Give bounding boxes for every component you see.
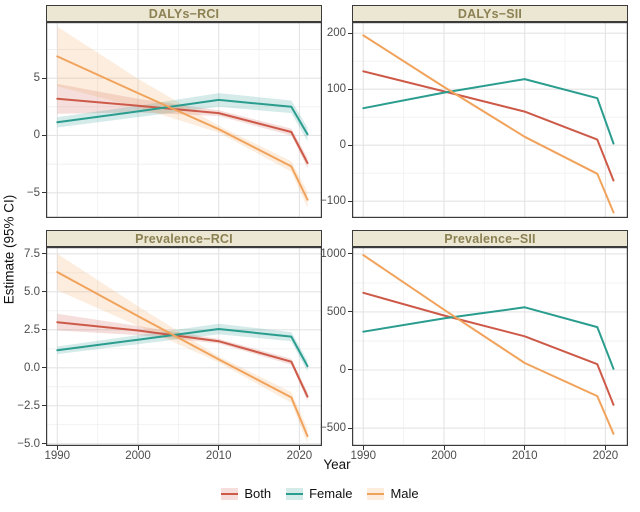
x-tick-mark — [362, 446, 364, 450]
x-axis-title: Year — [323, 457, 351, 472]
line-swatch-icon — [286, 487, 304, 500]
legend-item-male: Male — [367, 486, 419, 501]
legend-label: Both — [244, 486, 272, 501]
y-tick-mark — [347, 200, 352, 202]
plot-area-dalys-rci — [46, 22, 322, 218]
y-tick-label: 0.0 — [24, 361, 40, 374]
y-tick-mark — [347, 88, 352, 90]
y-tick-mark — [347, 32, 352, 34]
x-tick-mark — [443, 446, 445, 450]
legend-item-both: Both — [221, 486, 271, 501]
legend-label: Female — [309, 486, 353, 501]
y-tick-label: −5.0 — [17, 437, 40, 450]
line-swatch-icon — [221, 487, 239, 500]
y-tick-label: 200 — [326, 27, 346, 40]
facet-strip-label: Prevalence−SII — [444, 231, 536, 246]
facet-strip-label: DALYs−SII — [457, 6, 523, 21]
x-tick-label: 1990 — [350, 450, 377, 462]
y-tick-mark — [347, 369, 352, 371]
legend-key-line — [221, 492, 239, 495]
facet-strip-prevalence-sii: Prevalence−SII — [352, 230, 628, 247]
facet-strip-label: Prevalence−RCI — [135, 231, 233, 246]
y-tick-label: 500 — [326, 305, 346, 318]
y-tick-label: 5.0 — [24, 285, 40, 298]
x-tick-mark — [137, 446, 139, 450]
y-tick-label: 0 — [339, 363, 346, 376]
facet-strip-dalys-rci: DALYs−RCI — [46, 5, 322, 22]
x-tick-mark — [604, 446, 606, 450]
y-tick-label: 2.5 — [24, 323, 40, 336]
legend-label: Male — [390, 486, 419, 501]
y-tick-mark — [41, 443, 46, 445]
x-tick-label: 2000 — [431, 450, 457, 462]
legend-key-line — [286, 492, 304, 495]
x-tick-label: 2000 — [125, 450, 151, 462]
y-tick-mark — [41, 77, 46, 79]
y-tick-mark — [41, 291, 46, 293]
facet-strip-prevalence-rci: Prevalence−RCI — [46, 230, 322, 247]
plot-area-prevalence-sii — [352, 247, 628, 446]
y-tick-mark — [41, 192, 46, 194]
y-tick-label: 0 — [33, 129, 40, 142]
y-tick-label: −500 — [320, 422, 346, 434]
x-tick-label: 1990 — [44, 450, 71, 462]
y-tick-mark — [347, 144, 352, 146]
legend-key-line — [367, 492, 385, 495]
line-swatch-icon — [367, 487, 385, 500]
y-tick-mark — [41, 329, 46, 331]
y-tick-label: −100 — [320, 195, 346, 208]
plot-area-dalys-sii — [352, 22, 628, 218]
y-tick-mark — [41, 253, 46, 255]
x-tick-mark — [524, 446, 526, 450]
y-tick-mark — [347, 311, 352, 313]
y-tick-mark — [41, 367, 46, 369]
legend: Both Female Male — [0, 486, 640, 501]
y-tick-label: −5 — [26, 186, 40, 199]
y-tick-label: −2.5 — [17, 399, 40, 412]
x-tick-mark — [218, 446, 220, 450]
y-tick-label: 100 — [326, 83, 346, 96]
facet-strip-label: DALYs−RCI — [148, 6, 220, 21]
y-tick-mark — [41, 405, 46, 407]
legend-item-female: Female — [286, 486, 352, 501]
y-tick-mark — [41, 134, 46, 136]
y-tick-mark — [347, 427, 352, 429]
x-tick-mark — [56, 446, 58, 450]
y-tick-label: 1000 — [320, 247, 346, 260]
x-tick-label: 2020 — [592, 450, 619, 462]
x-tick-mark — [298, 446, 300, 450]
x-tick-label: 2010 — [511, 450, 538, 462]
y-tick-label: 7.5 — [24, 247, 40, 260]
x-tick-label: 2020 — [286, 450, 313, 462]
plot-area-prevalence-rci — [46, 247, 322, 446]
y-tick-mark — [347, 253, 352, 255]
y-tick-label: 5 — [33, 72, 40, 85]
x-tick-label: 2010 — [205, 450, 232, 462]
y-tick-label: 0 — [339, 139, 346, 152]
facet-strip-dalys-sii: DALYs−SII — [352, 5, 628, 22]
